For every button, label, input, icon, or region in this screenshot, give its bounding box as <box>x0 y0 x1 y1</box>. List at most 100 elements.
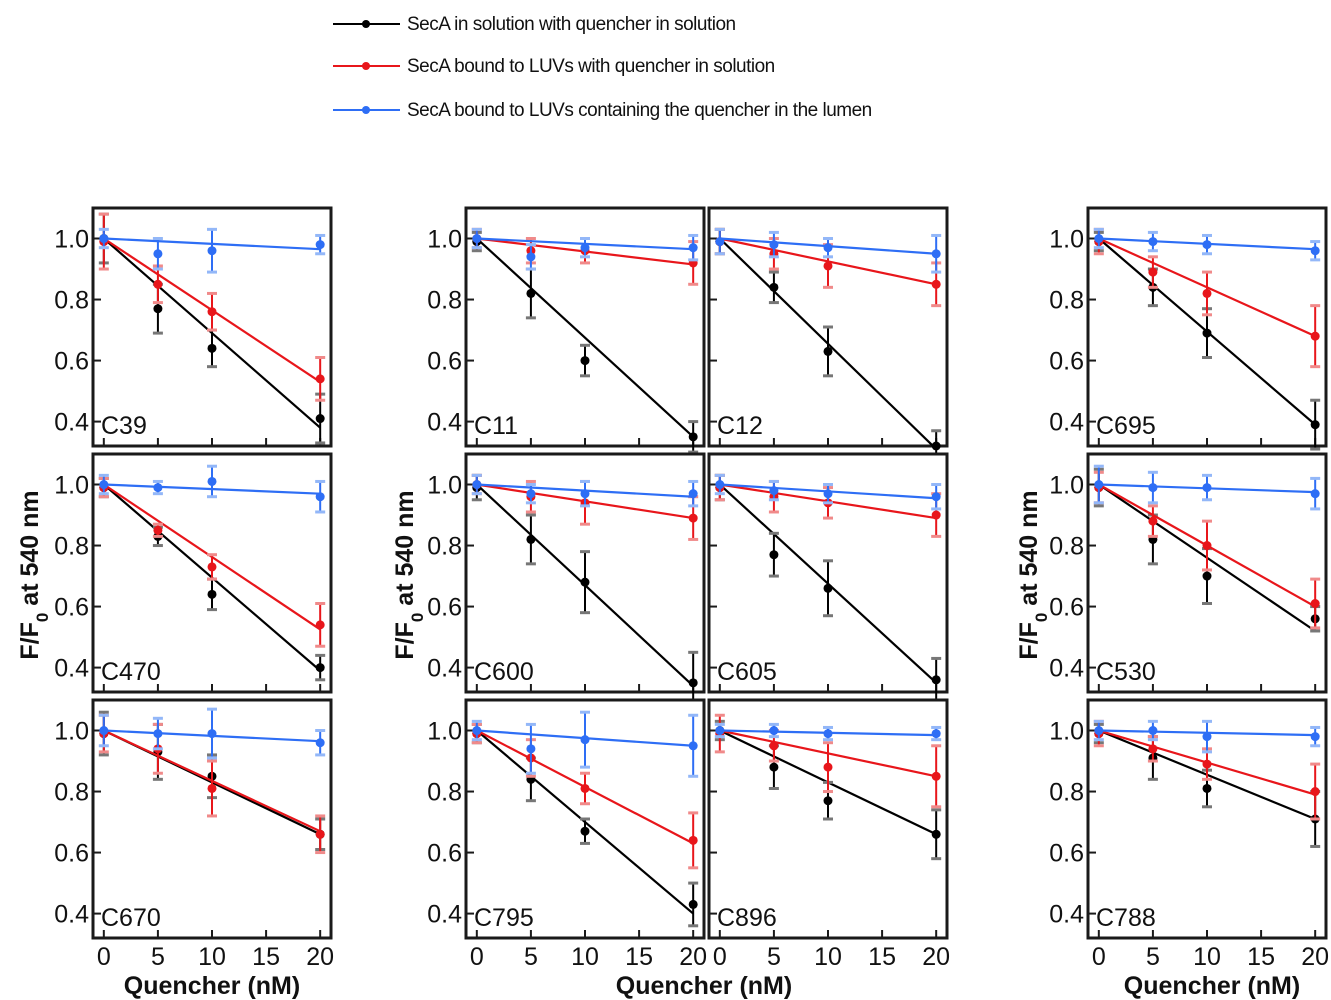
legend-marker-1 <box>362 20 370 28</box>
data-point <box>769 486 779 496</box>
panel-C795: 0.4 0.6 0.8 1.0 0 5 10 15 20 C795 <box>427 698 707 971</box>
x-tick-label: 20 <box>679 943 707 971</box>
data-point <box>526 744 536 754</box>
panel-C530: 0.4 0.6 0.8 1.0 C530 <box>1049 452 1328 694</box>
panel-C605: C605 <box>707 452 949 703</box>
x-tick-label: 10 <box>571 943 599 971</box>
panel-label: C605 <box>717 658 777 686</box>
data-point <box>823 762 833 772</box>
series-3 <box>1093 719 1321 754</box>
y-tick-label: 0.4 <box>427 901 462 929</box>
legend-item-1: SecA in solution with quencher in soluti… <box>333 14 736 35</box>
x-tick-label: 5 <box>1146 943 1160 971</box>
series-3 <box>714 722 942 742</box>
data-point <box>688 835 698 845</box>
panel-C896: 0 5 10 15 20 C896 <box>707 698 950 971</box>
data-point <box>931 829 941 839</box>
data-point <box>1310 787 1320 797</box>
data-point <box>153 525 163 535</box>
data-point <box>207 783 217 793</box>
data-point <box>580 735 590 745</box>
data-point <box>99 234 109 244</box>
series-3 <box>1093 464 1321 511</box>
x-tick-label: 10 <box>1193 943 1221 971</box>
y-tick-label: 0.8 <box>1049 779 1084 807</box>
y-tick-label: 0.8 <box>1049 533 1084 561</box>
data-point <box>715 726 725 736</box>
y-tick-label: 0.8 <box>1049 287 1084 315</box>
x-tick-label: 10 <box>814 943 842 971</box>
series-3 <box>471 473 699 508</box>
legend-item-3: SecA bound to LUVs containing the quench… <box>333 100 872 121</box>
panel-C470: 0.4 0.6 0.8 1.0 C470 <box>54 452 333 694</box>
data-point <box>1148 237 1158 247</box>
y-tick-label: 0.8 <box>54 533 89 561</box>
x-tick-label: 10 <box>198 943 226 971</box>
data-point <box>715 480 725 490</box>
panel-label: C795 <box>474 904 534 932</box>
legend-item-2: SecA bound to LUVs with quencher in solu… <box>333 56 775 77</box>
y-tick-label: 0.6 <box>427 594 462 622</box>
data-point <box>931 675 941 685</box>
panel-label: C896 <box>717 904 777 932</box>
data-point <box>823 796 833 806</box>
y-tick-label: 0.6 <box>1049 348 1084 376</box>
data-point <box>688 899 698 909</box>
data-point <box>1202 732 1212 742</box>
data-point <box>580 577 590 587</box>
series-1 <box>471 722 699 928</box>
data-point <box>315 240 325 250</box>
data-point <box>580 243 590 253</box>
data-point <box>99 726 109 736</box>
y-tick-label: 0.8 <box>54 779 89 807</box>
y-tick-label: 1.0 <box>54 472 89 500</box>
data-point <box>526 534 536 544</box>
panel-label: C11 <box>474 412 518 440</box>
data-point <box>207 307 217 317</box>
data-point <box>207 476 217 486</box>
y-tick-label: 0.4 <box>54 409 89 437</box>
data-point <box>688 489 698 499</box>
data-point <box>315 374 325 384</box>
data-point <box>207 562 217 572</box>
data-point <box>823 261 833 271</box>
series-2 <box>471 722 699 870</box>
data-point <box>823 489 833 499</box>
data-point <box>1202 571 1212 581</box>
panel-label: C788 <box>1096 904 1156 932</box>
data-point <box>769 282 779 292</box>
data-point <box>823 729 833 739</box>
series-3 <box>714 473 942 511</box>
data-point <box>153 729 163 739</box>
y-tick-label: 0.4 <box>54 655 89 683</box>
y-tick-label: 0.6 <box>54 594 89 622</box>
x-tick-label: 0 <box>1092 943 1106 971</box>
data-point <box>823 583 833 593</box>
x-axis-label-left: Quencher (nM) <box>124 972 300 1000</box>
y-tick-label: 1.0 <box>1049 226 1084 254</box>
y-tick-label: 1.0 <box>1049 718 1084 746</box>
data-point <box>153 249 163 259</box>
panel-label: C470 <box>101 658 161 686</box>
y-axis-label-middle: F/F0 at 540 nm <box>391 490 427 659</box>
y-tick-label: 0.4 <box>54 901 89 929</box>
y-axis-label-right: F/F0 at 540 nm <box>1015 490 1051 659</box>
panel-label: C39 <box>101 412 147 440</box>
panel-label: C600 <box>474 658 534 686</box>
data-point <box>207 343 217 353</box>
data-point <box>315 738 325 748</box>
data-point <box>580 356 590 366</box>
data-point <box>1310 246 1320 256</box>
series-2 <box>1093 227 1321 369</box>
x-tick-label: 20 <box>1301 943 1329 971</box>
data-point <box>99 480 109 490</box>
data-point <box>1094 480 1104 490</box>
y-tick-label: 0.6 <box>54 840 89 868</box>
data-point <box>688 243 698 253</box>
x-tick-label: 20 <box>306 943 334 971</box>
panel-C788: 0.4 0.6 0.8 1.0 0 5 10 15 20 C788 <box>1049 698 1329 971</box>
data-point <box>315 414 325 424</box>
panel-C695: 0.4 0.6 0.8 1.0 C695 <box>1049 206 1328 451</box>
